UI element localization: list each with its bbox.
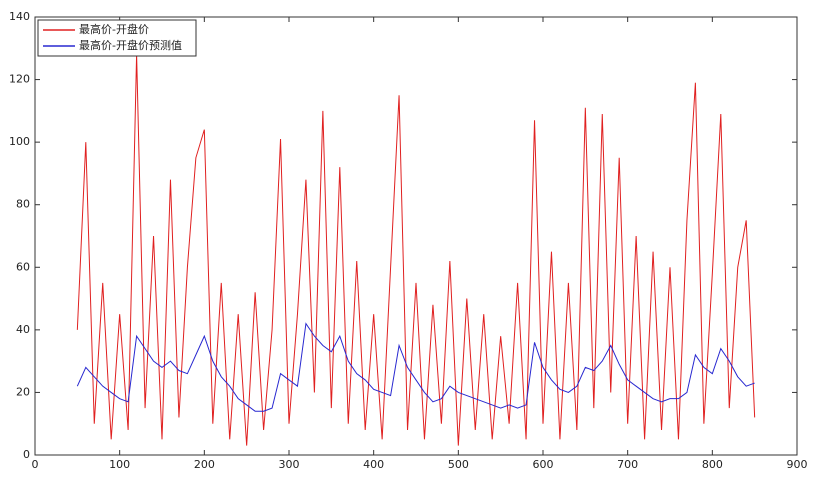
x-tick-label: 100 [109, 458, 130, 471]
y-tick-label: 80 [16, 198, 30, 211]
legend-label: 最高价-开盘价 [79, 22, 149, 36]
x-tick-label: 200 [194, 458, 215, 471]
x-tick-label: 300 [279, 458, 300, 471]
legend-label: 最高价-开盘价预测值 [79, 38, 182, 52]
y-tick-label: 140 [9, 10, 30, 23]
x-tick-label: 400 [363, 458, 384, 471]
y-tick-label: 100 [9, 135, 30, 148]
x-tick-label: 800 [702, 458, 723, 471]
x-tick-label: 700 [617, 458, 638, 471]
y-tick-label: 20 [16, 385, 30, 398]
y-tick-label: 40 [16, 323, 30, 336]
x-tick-label: 0 [32, 458, 39, 471]
series-line [76, 322, 755, 412]
y-tick-label: 0 [23, 448, 30, 461]
y-tick-label: 60 [16, 260, 30, 273]
y-tick-label: 120 [9, 73, 30, 86]
series-line [76, 54, 756, 446]
x-tick-label: 500 [448, 458, 469, 471]
x-tick-label: 900 [787, 458, 808, 471]
legend-box [37, 19, 197, 57]
axes-frame [34, 16, 798, 456]
x-tick-label: 600 [533, 458, 554, 471]
